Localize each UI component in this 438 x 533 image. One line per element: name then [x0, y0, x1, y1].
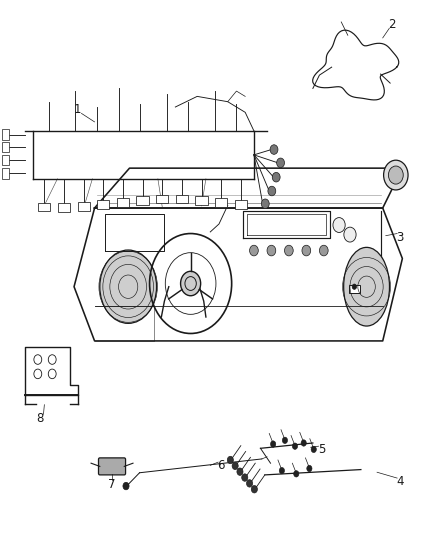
Circle shape	[270, 145, 278, 155]
Bar	[58, 203, 70, 212]
Circle shape	[272, 172, 280, 182]
Circle shape	[247, 480, 253, 487]
Circle shape	[237, 468, 243, 475]
Circle shape	[333, 217, 345, 232]
Circle shape	[352, 284, 357, 289]
Text: 7: 7	[108, 478, 116, 491]
Circle shape	[271, 441, 276, 447]
Bar	[97, 200, 110, 209]
Circle shape	[268, 186, 276, 196]
Circle shape	[180, 271, 201, 296]
Circle shape	[301, 440, 306, 446]
Circle shape	[344, 227, 356, 242]
Circle shape	[250, 245, 258, 256]
Bar	[235, 200, 247, 209]
Bar	[38, 203, 50, 212]
Circle shape	[251, 486, 258, 493]
Circle shape	[283, 437, 288, 443]
Bar	[176, 195, 188, 204]
Bar	[137, 196, 149, 205]
Bar	[349, 285, 360, 293]
Circle shape	[261, 199, 269, 208]
Circle shape	[389, 166, 403, 184]
Circle shape	[302, 245, 311, 256]
Circle shape	[267, 245, 276, 256]
Text: 4: 4	[396, 475, 404, 488]
Bar	[2, 142, 9, 152]
Circle shape	[307, 465, 312, 472]
Circle shape	[277, 158, 285, 167]
Circle shape	[232, 462, 238, 470]
Circle shape	[292, 443, 297, 449]
Text: 3: 3	[396, 231, 404, 244]
Circle shape	[227, 456, 233, 464]
Circle shape	[285, 245, 293, 256]
Text: 2: 2	[388, 18, 395, 31]
Bar	[2, 130, 9, 140]
Ellipse shape	[344, 247, 389, 326]
Text: 1: 1	[73, 103, 81, 116]
Circle shape	[279, 467, 285, 474]
Text: 5: 5	[318, 443, 325, 456]
Circle shape	[242, 474, 248, 481]
Text: 6: 6	[217, 459, 225, 472]
Circle shape	[319, 245, 328, 256]
Bar	[2, 155, 9, 165]
Bar	[78, 202, 90, 211]
Circle shape	[384, 160, 408, 190]
Text: 8: 8	[36, 411, 44, 424]
Bar	[2, 168, 9, 179]
FancyBboxPatch shape	[99, 458, 126, 475]
Bar	[215, 198, 227, 207]
Bar	[156, 195, 168, 204]
Circle shape	[293, 471, 299, 477]
Circle shape	[311, 446, 316, 453]
Bar	[117, 198, 129, 207]
Bar	[195, 196, 208, 205]
Circle shape	[123, 482, 129, 490]
Ellipse shape	[100, 250, 156, 324]
